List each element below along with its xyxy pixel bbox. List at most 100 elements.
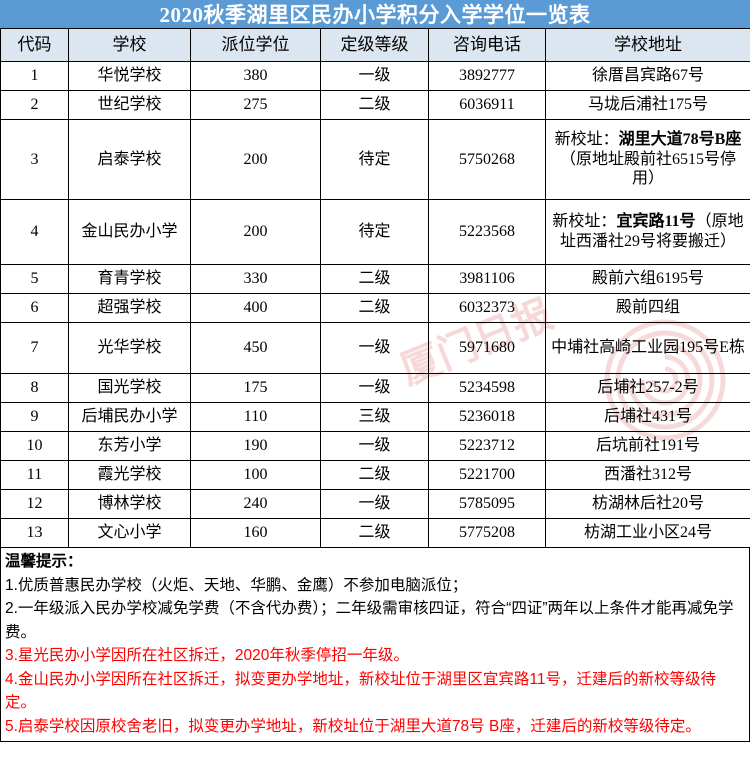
cell-address-11: 西潘社312号: [545, 460, 750, 490]
note-item-1: 1.优质普惠民办学校（火炬、天地、华鹏、金鹰）不参加电脑派位；: [5, 576, 468, 594]
notes-heading: 温馨提示：: [5, 553, 83, 570]
table-row: 13 文心小学 160 二级 5775208 枋湖工业小区24号: [0, 518, 750, 548]
table-row: 3 启泰学校 200 待定 5750268 新校址：湖里大道78号B座（原地址殿前社651…: [0, 119, 750, 200]
cell-code-5: 5: [0, 264, 69, 294]
cell-grade-1: 一级: [320, 61, 429, 91]
table-row: 8 国光学校 175 一级 5234598 后埔社257-2号: [0, 373, 750, 403]
cell-school-8: 国光学校: [68, 373, 191, 403]
note-item-4: 4.金山民办小学因所在社区拆迁，拟变更办学地址，新校址位于湖里区宜宾路11号，迁…: [5, 670, 717, 712]
cell-seats-7: 450: [190, 322, 321, 374]
column-header-seats: 派位学位: [190, 28, 321, 62]
cell-phone-11: 5221700: [428, 460, 546, 490]
cell-school-4: 金山民办小学: [68, 199, 191, 265]
cell-seats-9: 110: [190, 402, 321, 432]
table-row: 11 霞光学校 100 二级 5221700 西潘社312号: [0, 460, 750, 490]
cell-seats-5: 330: [190, 264, 321, 294]
cell-seats-6: 400: [190, 293, 321, 323]
table-body: 1 华悦学校 380 一级 3892777 徐厝昌宾路67号 2 世纪学校 275 二级 60369…: [0, 61, 750, 548]
table-row: 2 世纪学校 275 二级 6036911 马垅后浦社175号: [0, 90, 750, 120]
cell-grade-11: 二级: [320, 460, 429, 490]
address-text: 新校址：: [552, 213, 617, 231]
cell-address-12: 枋湖林后社20号: [545, 489, 750, 519]
table-header-row: 代码 学校 派位学位 定级等级 咨询电话 学校地址: [0, 28, 750, 62]
cell-code-8: 8: [0, 373, 69, 403]
cell-seats-11: 100: [190, 460, 321, 490]
cell-school-7: 光华学校: [68, 322, 191, 374]
cell-school-6: 超强学校: [68, 293, 191, 323]
column-header-phone: 咨询电话: [428, 28, 546, 62]
notes-list: 1.优质普惠民办学校（火炬、天地、华鹏、金鹰）不参加电脑派位； 2.一年级派入民办…: [5, 574, 745, 739]
cell-seats-2: 275: [190, 90, 321, 120]
address-text: 新校址：: [554, 131, 619, 149]
column-header-grade: 定级等级: [320, 28, 429, 62]
cell-address-1: 徐厝昌宾路67号: [545, 61, 750, 91]
cell-address-8: 后埔社257-2号: [545, 373, 750, 403]
cell-school-5: 育青学校: [68, 264, 191, 294]
cell-seats-1: 380: [190, 61, 321, 91]
table-row: 10 东芳小学 190 一级 5223712 后坑前社191号: [0, 431, 750, 461]
cell-school-13: 文心小学: [68, 518, 191, 548]
cell-seats-4: 200: [190, 199, 321, 265]
table-row: 4 金山民办小学 200 待定 5223568 新校址：宜宾路11号（原地址西潘社29号将…: [0, 199, 750, 265]
cell-school-9: 后埔民办小学: [68, 402, 191, 432]
column-header-school: 学校: [68, 28, 191, 62]
address-highlight: 宜宾路11号: [616, 213, 696, 231]
address-text: （原地址西潘社29号将要搬迁）: [559, 213, 744, 250]
cell-phone-7: 5971680: [428, 322, 546, 374]
cell-school-3: 启泰学校: [68, 119, 191, 200]
cell-seats-3: 200: [190, 119, 321, 200]
cell-phone-13: 5775208: [428, 518, 546, 548]
cell-address-9: 后埔社431号: [545, 402, 750, 432]
cell-school-12: 博林学校: [68, 489, 191, 519]
cell-code-9: 9: [0, 402, 69, 432]
table-row: 1 华悦学校 380 一级 3892777 徐厝昌宾路67号: [0, 61, 750, 91]
cell-grade-13: 二级: [320, 518, 429, 548]
cell-phone-6: 6032373: [428, 293, 546, 323]
address-highlight: 湖里大道78号B座: [618, 131, 742, 149]
cell-phone-1: 3892777: [428, 61, 546, 91]
cell-grade-6: 二级: [320, 293, 429, 323]
cell-code-7: 7: [0, 322, 69, 374]
cell-code-10: 10: [0, 431, 69, 461]
cell-phone-8: 5234598: [428, 373, 546, 403]
cell-school-11: 霞光学校: [68, 460, 191, 490]
cell-grade-9: 三级: [320, 402, 429, 432]
cell-phone-9: 5236018: [428, 402, 546, 432]
cell-grade-7: 一级: [320, 322, 429, 374]
cell-grade-3: 待定: [320, 119, 429, 200]
page-title: 2020秋季湖里区民办小学积分入学学位一览表: [0, 0, 750, 28]
cell-grade-2: 二级: [320, 90, 429, 120]
cell-seats-12: 240: [190, 489, 321, 519]
cell-school-1: 华悦学校: [68, 61, 191, 91]
cell-address-3: 新校址：湖里大道78号B座（原地址殿前社6515号停用）: [545, 119, 750, 200]
cell-school-10: 东芳小学: [68, 431, 191, 461]
address-text: （原地址殿前社6515号停用）: [559, 150, 736, 188]
note-item-5: 5.启泰学校因原校舍老旧，拟变更办学地址，新校址位于湖里大道78号 B座，迁建后…: [5, 717, 701, 735]
table-row: 7 光华学校 450 一级 5971680 中埔社高崎工业园195号E栋: [0, 322, 750, 374]
cell-code-12: 12: [0, 489, 69, 519]
table-row: 12 博林学校 240 一级 5785095 枋湖林后社20号: [0, 489, 750, 519]
cell-address-6: 殿前四组: [545, 293, 750, 323]
table-row: 6 超强学校 400 二级 6032373 殿前四组: [0, 293, 750, 323]
cell-grade-10: 一级: [320, 431, 429, 461]
cell-seats-8: 175: [190, 373, 321, 403]
cell-code-4: 4: [0, 199, 69, 265]
cell-phone-4: 5223568: [428, 199, 546, 265]
cell-address-10: 后坑前社191号: [545, 431, 750, 461]
column-header-code: 代码: [0, 28, 69, 62]
table-row: 9 后埔民办小学 110 三级 5236018 后埔社431号: [0, 402, 750, 432]
cell-grade-4: 待定: [320, 199, 429, 265]
cell-address-5: 殿前六组6195号: [545, 264, 750, 294]
cell-school-2: 世纪学校: [68, 90, 191, 120]
cell-seats-10: 190: [190, 431, 321, 461]
cell-grade-8: 一级: [320, 373, 429, 403]
cell-address-2: 马垅后浦社175号: [545, 90, 750, 120]
note-item-3: 3.星光民办小学因所在社区拆迁，2020年秋季停招一年级。: [5, 647, 409, 665]
note-item-2: 2.一年级派入民办学校减免学费（不含代办费）；二年级需审核四证，符合“四证”两年…: [5, 600, 734, 641]
cell-phone-10: 5223712: [428, 431, 546, 461]
cell-phone-12: 5785095: [428, 489, 546, 519]
cell-address-7: 中埔社高崎工业园195号E栋: [545, 322, 750, 374]
cell-seats-13: 160: [190, 518, 321, 548]
column-header-addr: 学校地址: [545, 28, 750, 62]
